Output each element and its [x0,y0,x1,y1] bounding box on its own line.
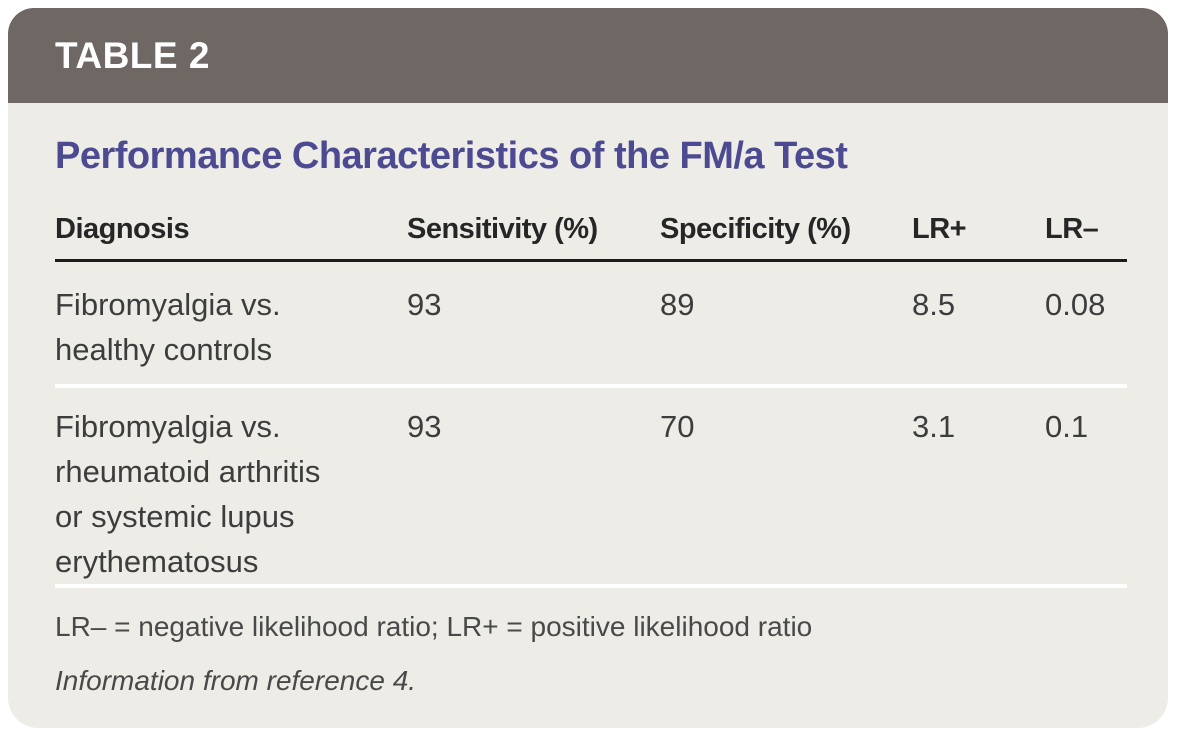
table-row: Fibromyalgia vs. rheumatoid arthritis or… [55,386,1127,588]
specificity-cell: 70 [660,386,912,588]
specificity-cell: 89 [660,260,912,388]
sensitivity-cell: 93 [407,386,660,588]
footnote-abbreviations: LR– = negative likelihood ratio; LR+ = p… [55,611,813,642]
column-header-lr-plus: LR+ [912,213,1045,262]
column-header-sensitivity: Sensitivity (%) [407,213,660,262]
table-card-header: TABLE 2 [8,8,1168,103]
table-label: TABLE 2 [55,34,210,76]
table-card: TABLE 2 Performance Characteristics of t… [8,8,1168,728]
performance-table: Diagnosis Sensitivity (%) Specificity (%… [55,213,1127,588]
sensitivity-cell: 93 [407,260,660,388]
lr-minus-cell: 0.08 [1045,260,1127,388]
table-card-body: Performance Characteristics of the FM/a … [8,133,1168,698]
table-row: Fibromyalgia vs. healthy controls 93 89 … [55,260,1127,388]
lr-minus-cell: 0.1 [1045,386,1127,588]
column-header-diagnosis: Diagnosis [55,213,407,262]
diagnosis-cell: Fibromyalgia vs. rheumatoid arthritis or… [55,386,407,588]
table-title: Performance Characteristics of the FM/a … [55,135,848,177]
table-header-row: Diagnosis Sensitivity (%) Specificity (%… [55,213,1127,262]
lr-plus-cell: 3.1 [912,386,1045,588]
diagnosis-cell: Fibromyalgia vs. healthy controls [55,260,407,388]
column-header-specificity: Specificity (%) [660,213,912,262]
lr-plus-cell: 8.5 [912,260,1045,388]
footnote-source: Information from reference 4. [55,665,417,696]
column-header-lr-minus: LR– [1045,213,1127,262]
